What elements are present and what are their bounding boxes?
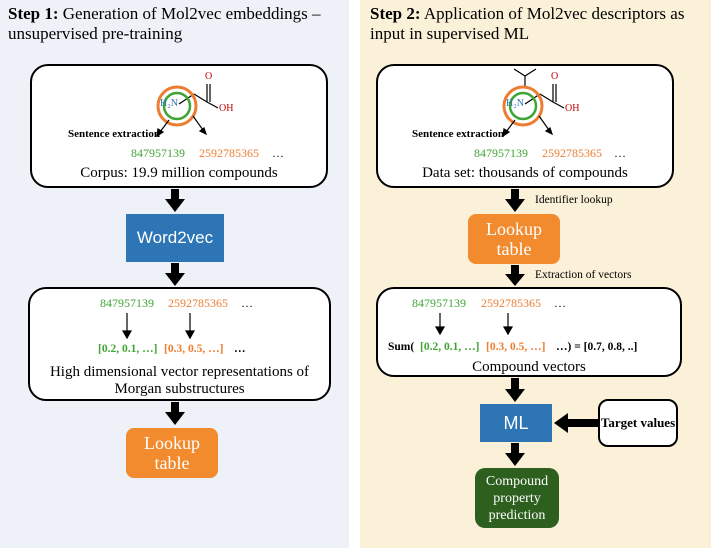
vector-ellipsis: … — [234, 343, 246, 355]
identifier-ellipsis: … — [272, 146, 284, 160]
oxygen-label-right: O — [551, 71, 559, 82]
word2vec-label: Word2vec — [136, 228, 214, 247]
prediction-label: Compound property prediction — [485, 473, 549, 523]
sentence-extraction-label: Sentence extraction — [68, 128, 160, 140]
identifier-orange-right: 2592785365 — [542, 146, 602, 160]
amine-label-right: H₂N — [506, 98, 524, 109]
sentence-extraction-label-right: Sentence extraction — [412, 128, 504, 140]
step1-flow-arrows — [165, 189, 185, 425]
sum-vector-orange: [0.3, 0.5, …] — [486, 341, 546, 353]
step1-title: Step 1: Generation of Mol2vec embeddings… — [8, 4, 344, 44]
ml-box: ML — [480, 404, 552, 442]
vector-identifier-ellipsis: … — [554, 296, 566, 310]
sum-prefix: Sum( — [388, 341, 415, 353]
step1-panel: Step 1: Generation of Mol2vec embeddings… — [0, 0, 349, 548]
sum-result: …) = [0.7, 0.8, ..] — [556, 341, 638, 353]
step2-title-bold: Step 2: — [370, 4, 421, 23]
embedding-identifier-green: 847957139 — [100, 296, 154, 310]
word2vec-box: Word2vec — [126, 214, 224, 262]
compound-vectors-caption: Compound vectors — [472, 359, 586, 375]
step2-title: Step 2: Application of Mol2vec descripto… — [370, 4, 706, 44]
embeddings-box: 847957139 2592785365 … [0.2, 0.1, …] [0.… — [28, 287, 331, 401]
molecule-left — [156, 84, 219, 138]
identifier-green-right: 847957139 — [474, 146, 528, 160]
extraction-label: Extraction of vectors — [535, 269, 632, 281]
step2-title-text: Application of Mol2vec descriptors as in… — [370, 4, 685, 43]
embedding-identifier-ellipsis: … — [241, 296, 253, 310]
molecule-right — [502, 68, 565, 138]
corpus-box: H₂N O OH Sentence extraction 847957139 2… — [30, 64, 328, 188]
lookup-table-left-label: Lookup table — [144, 433, 200, 473]
vector-identifier-green: 847957139 — [412, 296, 466, 310]
dataset-box: H₂N O OH Sentence extraction 847957139 2… — [376, 64, 674, 188]
vector-identifier-orange: 2592785365 — [481, 296, 541, 310]
target-values-label: Target values — [600, 415, 676, 430]
vector-green: [0.2, 0.1, …] — [98, 343, 158, 355]
embedding-identifier-orange: 2592785365 — [168, 296, 228, 310]
corpus-caption: Corpus: 19.9 million compounds — [80, 165, 278, 181]
sum-vector-green: [0.2, 0.1, …] — [420, 341, 480, 353]
identifier-lookup-label: Identifier lookup — [535, 194, 613, 206]
step1-title-bold: Step 1: — [8, 4, 59, 23]
compound-vectors-box: 847957139 2592785365 … Sum( [0.2, 0.1, …… — [376, 287, 682, 377]
vector-arrows — [434, 313, 514, 336]
dataset-caption: Data set: thousands of compounds — [422, 165, 628, 181]
hydroxyl-label: OH — [219, 103, 234, 114]
representation-caption: High dimensional vector representations … — [49, 364, 310, 397]
identifier-orange: 2592785365 — [199, 146, 259, 160]
lookup-table-right-label: Lookup table — [486, 219, 542, 259]
identifier-green: 847957139 — [131, 146, 185, 160]
ml-label: ML — [503, 412, 529, 433]
step2-panel: Step 2: Application of Mol2vec descripto… — [360, 0, 711, 548]
hydroxyl-label-right: OH — [565, 103, 580, 114]
target-values-box: Target values — [598, 399, 678, 447]
oxygen-label: O — [205, 71, 213, 82]
step1-title-text: Generation of Mol2vec embeddings – unsup… — [8, 4, 321, 43]
vector-orange: [0.3, 0.5, …] — [164, 343, 224, 355]
lookup-table-right: Lookup table — [468, 214, 560, 264]
amine-label: H₂N — [160, 98, 178, 109]
prediction-box: Compound property prediction — [475, 468, 559, 528]
step2-flow-arrows — [505, 189, 598, 466]
embedding-arrows — [121, 313, 196, 340]
lookup-table-left: Lookup table — [126, 428, 218, 478]
identifier-ellipsis-right: … — [614, 146, 626, 160]
